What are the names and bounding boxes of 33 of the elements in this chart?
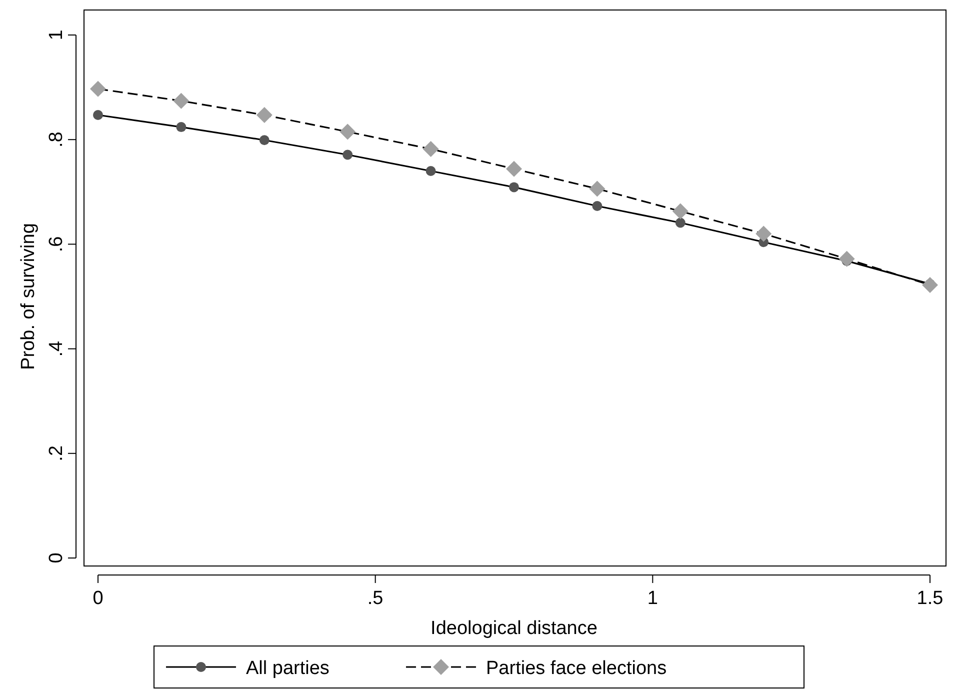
point (675, 218, 686, 228)
point (506, 160, 522, 177)
y-axis-title: Prob. of surviving (18, 223, 39, 370)
point (342, 150, 353, 160)
y-tick-label: 0 (46, 552, 67, 564)
point (922, 276, 938, 293)
y-tick-label: .2 (46, 445, 67, 462)
point (838, 250, 855, 267)
point (509, 182, 519, 192)
legend-label: All parties (246, 658, 330, 679)
point (592, 201, 602, 212)
legend-label: Parties face elections (486, 658, 667, 679)
point (756, 226, 772, 242)
point (256, 107, 272, 124)
y-tick-label: .4 (46, 340, 67, 357)
x-tick-label: .5 (367, 588, 384, 609)
y-tick-label: .6 (46, 236, 67, 252)
y-tick-label: .8 (46, 132, 67, 148)
point (93, 110, 103, 120)
point (90, 80, 106, 97)
point (340, 124, 356, 140)
point (426, 166, 436, 176)
point (672, 203, 688, 220)
point (259, 135, 270, 146)
point (173, 92, 190, 109)
x-tick-label: 1 (647, 588, 658, 609)
x-tick-label: 0 (92, 588, 104, 609)
point (422, 141, 439, 158)
x-axis-title: Ideological distance (430, 618, 598, 639)
point (176, 122, 186, 132)
point (589, 180, 606, 197)
x-tick-label: 1.5 (916, 588, 944, 609)
y-tick-label: 1 (46, 30, 67, 40)
